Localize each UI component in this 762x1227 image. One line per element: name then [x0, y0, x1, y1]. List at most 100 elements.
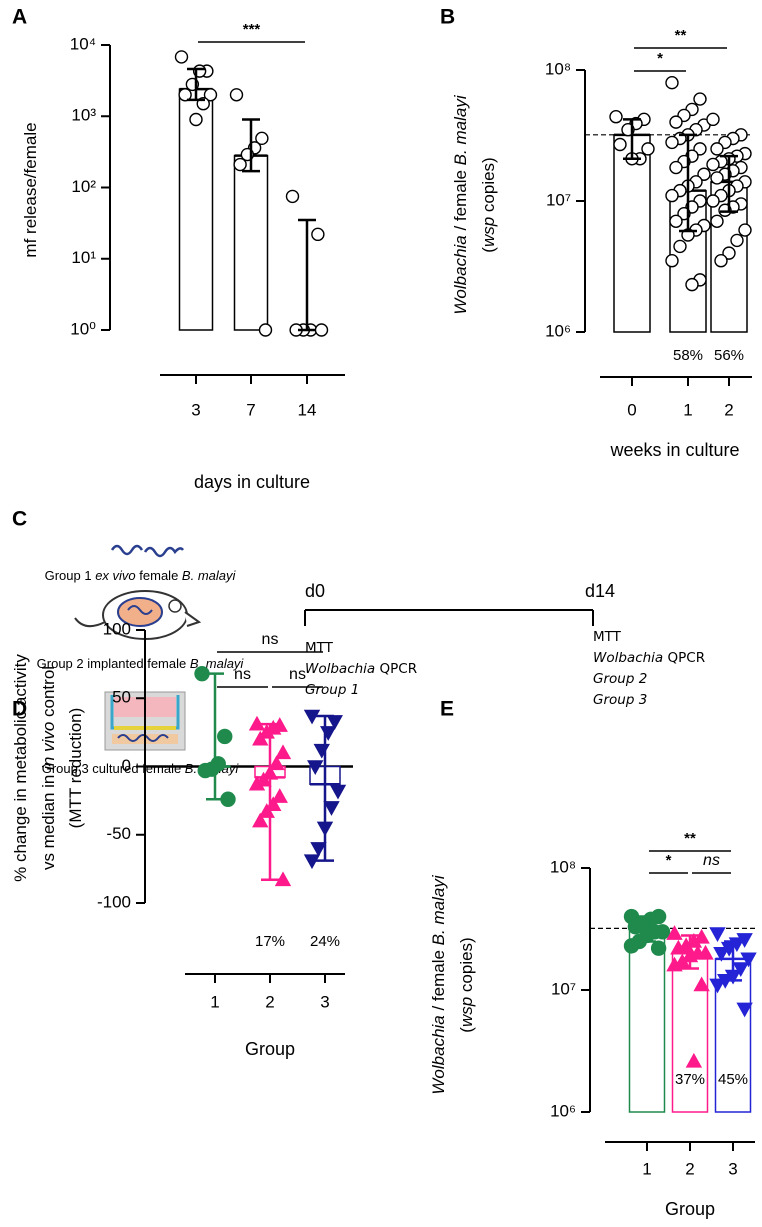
- data-point: [706, 157, 720, 172]
- data-point: [311, 227, 325, 242]
- data-point: [665, 254, 679, 268]
- y-tick-label: 10⁶: [550, 1101, 576, 1120]
- error-bar: [206, 672, 224, 801]
- y-axis-label-part: control: [39, 666, 58, 722]
- error-bar: [638, 915, 656, 943]
- note-part: MTT: [593, 629, 622, 645]
- y-axis-label-part: (MTT reduction): [66, 708, 85, 829]
- significance-label: ns: [703, 852, 720, 869]
- x-tick-label: 1: [683, 400, 692, 419]
- bar: [671, 952, 709, 1113]
- note: Wolbachia QPCR: [305, 661, 417, 677]
- y-tick-label: 10³: [71, 106, 96, 125]
- group-label-part: Group 2 implanted female: [37, 656, 190, 671]
- percent-label: 24%: [310, 933, 340, 950]
- data-point: [320, 726, 337, 741]
- data-point: [217, 728, 233, 745]
- data-point: [710, 214, 724, 228]
- data-point: [248, 715, 266, 731]
- x-tick-label: 1: [210, 992, 219, 1011]
- data-point: [665, 76, 679, 90]
- data-point: [613, 137, 627, 152]
- panel-label: E: [440, 698, 454, 721]
- data-point: [665, 135, 679, 150]
- bar: [628, 927, 666, 1113]
- significance-label: **: [684, 830, 696, 847]
- worm-icon: [110, 544, 184, 558]
- panel-label: A: [12, 6, 27, 29]
- group-label-part: Group 1: [45, 568, 96, 583]
- mouse-icon: [74, 590, 202, 640]
- note: MTT: [305, 640, 334, 656]
- significance-label: *: [666, 852, 672, 869]
- data-point: [736, 1002, 753, 1018]
- group-label-part: ex vivo: [95, 568, 135, 583]
- data-point: [252, 730, 269, 746]
- data-point: [623, 938, 640, 954]
- note: Wolbachia QPCR: [593, 650, 705, 666]
- x-tick-label: 1: [642, 1159, 651, 1178]
- note-part: Wolbachia: [305, 661, 375, 677]
- x-axis-label: days in culture: [194, 472, 310, 492]
- error-bar: [316, 714, 334, 862]
- x-axis-label: weeks in culture: [609, 440, 739, 460]
- error-bar: [679, 133, 697, 233]
- data-point: [307, 760, 324, 775]
- note-part: QPCR: [663, 650, 705, 666]
- x-tick-label: 2: [265, 992, 274, 1011]
- data-point: [609, 110, 623, 124]
- y-axis-label-part: B. malayi: [451, 94, 470, 165]
- y-axis-label-part: / female: [451, 165, 470, 235]
- y-tick-label: 10⁷: [551, 979, 576, 998]
- data-point: [666, 925, 683, 940]
- y-tick-label: 10⁷: [546, 190, 571, 209]
- y-axis-label: (MTT reduction): [66, 708, 85, 829]
- data-point: [710, 171, 724, 185]
- x-axis-label: Group: [245, 1039, 295, 1059]
- y-axis-label: (wsp copies): [457, 937, 476, 1032]
- data-point: [303, 854, 321, 870]
- note: Group 1: [305, 682, 359, 698]
- significance-label: ns: [289, 666, 306, 683]
- y-axis-label-part: Wolbachia: [429, 1015, 448, 1094]
- data-point: [329, 784, 347, 800]
- y-tick-label: 50: [112, 688, 131, 707]
- panel-label: D: [12, 698, 27, 721]
- data-point: [706, 112, 720, 127]
- y-tick-label: 10²: [71, 177, 96, 196]
- data-point: [178, 88, 192, 102]
- bar: [178, 88, 214, 331]
- data-point: [693, 92, 707, 106]
- y-tick-label: 10⁶: [545, 321, 571, 340]
- data-point: [641, 142, 655, 156]
- y-axis-label: Wolbachia / female B. malayi: [451, 94, 470, 314]
- x-tick-label: 3: [191, 400, 200, 419]
- y-axis-label: vs median in in vivo control: [39, 666, 58, 870]
- data-point: [285, 189, 300, 204]
- note: Group 2: [593, 671, 647, 687]
- error-bar: [242, 118, 260, 173]
- timeline-end: d14: [585, 581, 615, 601]
- y-axis-label-part: copies): [479, 157, 498, 217]
- y-axis-label-part: vs median in: [39, 770, 58, 870]
- y-axis-label: (wsp copies): [479, 157, 498, 252]
- data-point: [323, 801, 340, 816]
- y-axis-label-part: Wolbachia: [451, 235, 470, 314]
- y-tick-label: 10⁸: [545, 59, 571, 78]
- error-bar: [298, 218, 316, 332]
- timeline-start: d0: [305, 581, 325, 601]
- percent-label: 45%: [718, 1071, 748, 1088]
- error-bar: [261, 722, 279, 882]
- data-point: [274, 744, 292, 760]
- group-label-part: female: [136, 568, 182, 583]
- data-point: [665, 188, 679, 203]
- data-point: [713, 946, 730, 962]
- x-tick-label: 3: [320, 992, 329, 1011]
- percent-label: 56%: [714, 347, 744, 364]
- data-point: [709, 927, 726, 943]
- data-point: [229, 88, 244, 102]
- y-axis-label: mf release/female: [21, 122, 40, 257]
- note-part: QPCR: [375, 661, 417, 677]
